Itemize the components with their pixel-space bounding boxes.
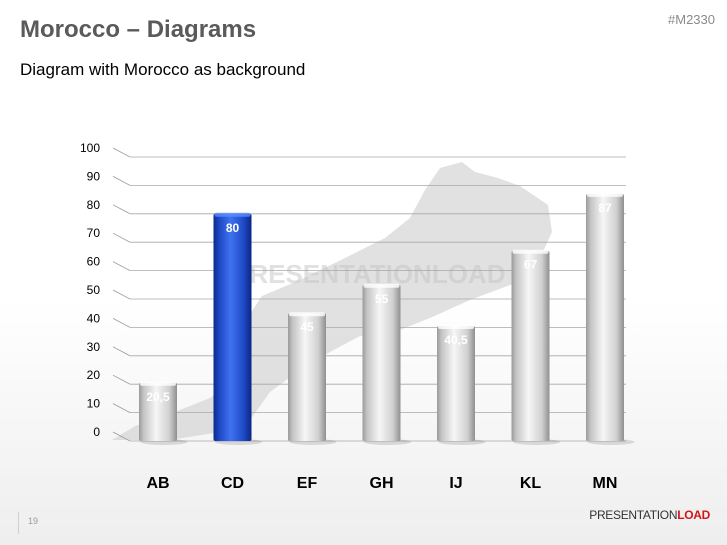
grid-line-diagonal bbox=[112, 374, 131, 385]
y-tick-label: 100 bbox=[80, 141, 100, 155]
grid-line-diagonal bbox=[112, 176, 131, 186]
bar-kl bbox=[511, 250, 550, 441]
y-tick-label: 20 bbox=[87, 368, 101, 382]
grid-line-diagonal bbox=[112, 204, 131, 215]
bar-gh bbox=[362, 284, 401, 441]
bar-top bbox=[214, 212, 251, 217]
footer-divider bbox=[18, 512, 19, 534]
bar-ab bbox=[139, 382, 177, 441]
y-tick-label: 30 bbox=[87, 340, 101, 354]
bar-top bbox=[140, 381, 176, 386]
x-category-label: MN bbox=[593, 475, 618, 492]
morocco-map-silhouette bbox=[112, 162, 552, 440]
y-axis-ticks: 0 10 20 30 40 50 60 70 80 90 100 bbox=[80, 141, 100, 439]
bar-value-label: 40,5 bbox=[444, 333, 468, 347]
y-tick-label: 50 bbox=[87, 283, 101, 297]
x-axis-labels: AB CD EF GH IJ KL MN bbox=[146, 475, 617, 492]
bar-cd bbox=[213, 213, 252, 441]
slide-code: #M2330 bbox=[668, 12, 715, 27]
bar-value-label: 67 bbox=[524, 258, 538, 272]
bar-top bbox=[512, 249, 549, 254]
y-tick-label: 60 bbox=[87, 255, 101, 269]
brand-part2: LOAD bbox=[677, 508, 710, 522]
grid-line-diagonal bbox=[112, 147, 131, 158]
page-title: Morocco – Diagrams bbox=[20, 16, 257, 43]
grid-line-diagonal bbox=[112, 261, 131, 271]
bar-value-label: 87 bbox=[598, 201, 612, 215]
bar-value-label: 80 bbox=[226, 221, 240, 235]
y-tick-label: 10 bbox=[87, 397, 101, 411]
bar-ef bbox=[288, 313, 326, 441]
bar-value-label: 45 bbox=[300, 320, 314, 334]
y-tick-label: 90 bbox=[87, 169, 101, 183]
grid-line-diagonal bbox=[112, 289, 131, 300]
bar-top bbox=[587, 192, 623, 197]
bar-value-label: 20,5 bbox=[146, 390, 170, 404]
x-category-label: IJ bbox=[449, 475, 462, 492]
grid-line-diagonal bbox=[112, 431, 131, 442]
x-category-label: GH bbox=[370, 475, 394, 492]
brand-part1: PRESENTATION bbox=[589, 508, 678, 522]
bar-ij bbox=[437, 325, 475, 441]
bar-top bbox=[438, 324, 474, 329]
x-category-label: KL bbox=[520, 475, 542, 492]
bars: 20,5 80 45 55 40,5 67 87 bbox=[139, 192, 635, 445]
grid-line-diagonal bbox=[112, 346, 131, 357]
page-subtitle: Diagram with Morocco as background bbox=[20, 60, 306, 79]
x-category-label: CD bbox=[221, 475, 244, 492]
x-category-label: AB bbox=[146, 475, 169, 492]
slide-number: 19 bbox=[28, 516, 39, 526]
y-tick-label: 80 bbox=[87, 198, 101, 212]
y-tick-label: 70 bbox=[87, 226, 101, 240]
bar-mn bbox=[586, 193, 624, 441]
bar-top bbox=[363, 283, 400, 288]
y-tick-label: 40 bbox=[87, 311, 101, 325]
grid-line-diagonal bbox=[112, 403, 131, 413]
bar-top bbox=[289, 312, 325, 317]
brand-logo: PRESENTATIONLOAD bbox=[589, 508, 710, 522]
grid-line-diagonal bbox=[112, 318, 131, 328]
grid-line-diagonal bbox=[112, 232, 131, 243]
bar-value-label: 55 bbox=[375, 292, 389, 306]
x-category-label: EF bbox=[297, 475, 318, 492]
y-tick-label: 0 bbox=[93, 425, 100, 439]
